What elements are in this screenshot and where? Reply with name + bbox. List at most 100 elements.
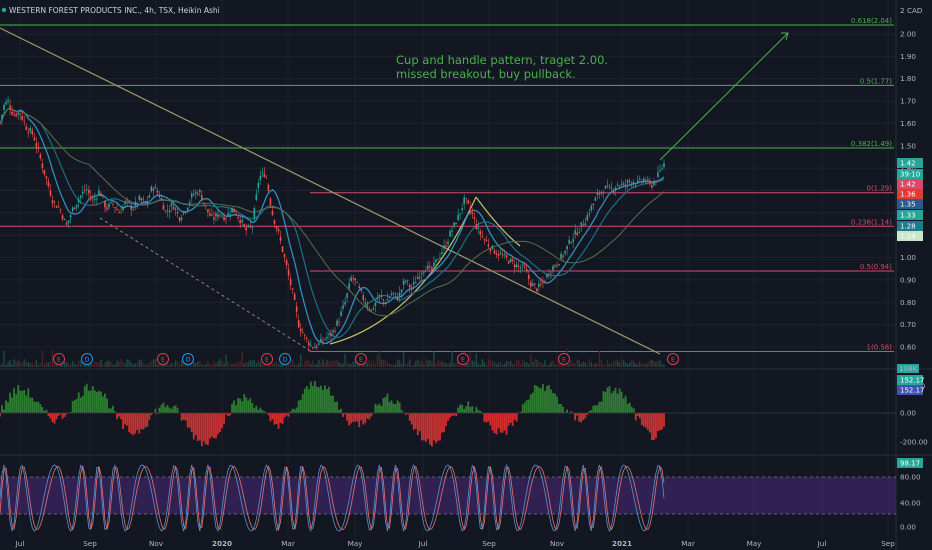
volume-bar <box>138 360 140 367</box>
fib-levels[interactable]: 0.618(2.04) 0.5(1.77) 0.382(1.49) 0(1.29) 0.… <box>0 17 894 352</box>
macd-bar <box>556 396 558 413</box>
candle-body <box>610 187 613 189</box>
earnings-marker[interactable]: E <box>157 353 169 365</box>
earnings-marker[interactable]: E <box>355 353 367 365</box>
volume-bar <box>435 363 437 367</box>
macd-bar <box>245 397 248 413</box>
earnings-marker[interactable]: E <box>558 353 570 365</box>
price-tag-bg <box>897 189 923 199</box>
volume-bar <box>524 362 526 367</box>
handle-arc[interactable] <box>475 196 521 247</box>
macd-bar <box>11 397 14 413</box>
macd-bar <box>45 409 48 413</box>
candle-body <box>29 128 32 132</box>
macd-bar <box>204 413 207 445</box>
candle-body <box>213 217 215 220</box>
macd-bar <box>43 410 46 413</box>
macd-bar <box>184 413 187 421</box>
volume-bar <box>241 351 243 367</box>
candle-body <box>303 334 306 336</box>
volume-bar <box>556 364 558 367</box>
event-circle <box>157 353 169 365</box>
volume-bar <box>168 364 171 367</box>
macd-bar <box>620 391 623 413</box>
earnings-marker[interactable]: E <box>667 353 679 365</box>
x-tick-label: 2021 <box>612 539 632 548</box>
volume-bar <box>372 360 375 367</box>
volume-bar <box>291 359 294 367</box>
event-circle <box>261 353 273 365</box>
candle-body <box>453 222 455 226</box>
macd-tick-label: 0.00 <box>900 409 916 418</box>
macd-bar <box>63 413 66 417</box>
macd-bar <box>584 413 587 419</box>
macd-bar <box>39 404 42 413</box>
volume-bar <box>515 360 518 367</box>
macd-bar <box>41 406 44 413</box>
macd-bar <box>229 413 231 416</box>
candle-body <box>49 190 52 196</box>
volume-bar <box>71 361 74 367</box>
stoch-tag-bg <box>897 458 923 468</box>
candle-body <box>188 202 191 205</box>
volume-bar <box>620 359 623 367</box>
macd-bar <box>608 386 611 413</box>
candle-body <box>467 200 470 204</box>
volume-bar <box>574 363 576 367</box>
candle-body <box>51 200 54 204</box>
volume-bar <box>227 361 229 367</box>
volume-bar <box>193 361 195 367</box>
macd-bar <box>303 388 306 413</box>
macd-bar <box>558 403 560 413</box>
price-tag: 1.36 <box>897 189 923 199</box>
candle-body <box>102 195 104 197</box>
candle-body <box>45 176 48 179</box>
x-tick-label: Mar <box>681 539 695 548</box>
candle-body <box>7 99 9 102</box>
annotation-text[interactable]: Cup and handle pattern, traget 2.00. miss… <box>396 53 608 81</box>
candle-body <box>356 282 359 283</box>
volume-bar <box>451 351 453 367</box>
macd-bar <box>140 413 143 430</box>
ma-mid-line <box>0 108 665 339</box>
macd-bar <box>497 413 500 429</box>
volume-bar <box>558 359 560 367</box>
volume-bar <box>584 362 586 367</box>
candle-body <box>217 214 219 217</box>
earnings-marker[interactable]: E <box>457 353 469 365</box>
earnings-marker[interactable]: E <box>53 353 65 365</box>
volume-bar <box>5 364 7 367</box>
macd-bar <box>166 405 169 413</box>
target-projection-line[interactable] <box>659 32 789 161</box>
dividend-marker[interactable]: D <box>81 353 93 365</box>
volume-bar <box>195 362 197 367</box>
candle-body <box>465 198 468 199</box>
volume-bar <box>356 361 358 367</box>
dividend-marker[interactable]: D <box>279 353 291 365</box>
macd-bar <box>443 413 445 433</box>
macd-bar <box>493 413 496 433</box>
volume-bar <box>522 359 524 367</box>
candle-body <box>295 306 298 312</box>
earnings-marker[interactable]: E <box>261 353 273 365</box>
volume-bar <box>542 364 544 367</box>
macd-bar <box>487 413 490 422</box>
macd-bar <box>499 413 502 433</box>
candle-body <box>338 321 340 323</box>
macd-bar <box>104 393 106 413</box>
currency-label: CAD <box>907 6 923 15</box>
trendlines[interactable] <box>0 27 789 355</box>
target-arrowhead <box>781 32 789 41</box>
dividend-marker[interactable]: D <box>182 353 194 365</box>
volume-bar <box>186 363 189 367</box>
macd-bar <box>269 413 272 422</box>
candle-body <box>81 191 84 194</box>
macd-bar <box>622 398 625 413</box>
candle-body <box>636 180 639 183</box>
candle-body <box>640 180 643 182</box>
downtrend-line[interactable] <box>0 27 661 355</box>
macd-bar <box>51 413 54 423</box>
